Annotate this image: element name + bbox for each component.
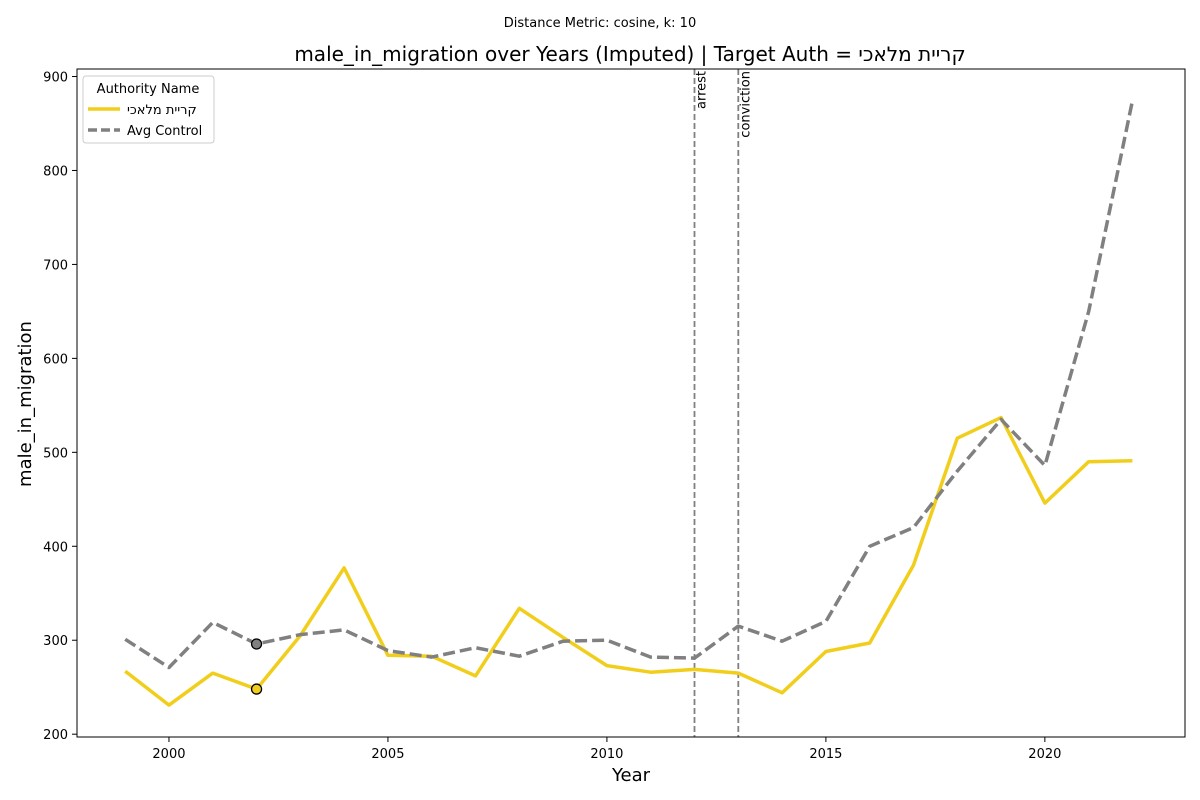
y-tick-label: 700 [43, 258, 68, 273]
chart-suptitle: Distance Metric: cosine, k: 10 [504, 16, 696, 31]
y-tick-label: 900 [43, 71, 68, 86]
x-tick-label: 2000 [152, 747, 185, 762]
series-line-avg-control [124, 100, 1135, 670]
legend: Authority Name קריית מלאכי Avg Control [82, 75, 215, 144]
x-axis-label: Year [611, 765, 651, 786]
legend-entry-target: קריית מלאכי [127, 103, 197, 118]
x-tick-label: 2020 [1028, 747, 1061, 762]
legend-title: Authority Name [97, 82, 200, 97]
plot-frame [76, 68, 1186, 738]
y-tick-label: 500 [43, 446, 68, 461]
series-line-target [124, 415, 1133, 707]
x-tick-label: 2010 [590, 747, 623, 762]
y-tick-label: 400 [43, 540, 68, 555]
y-tick-label: 600 [43, 352, 68, 367]
y-axis-label: male_in_migration [15, 321, 36, 487]
legend-box [82, 75, 215, 144]
marker-target-point [250, 683, 263, 695]
y-tick-label: 800 [43, 164, 68, 179]
y-tick-label: 300 [43, 634, 68, 649]
y-tick-label: 200 [43, 728, 68, 743]
chart-title: male_in_migration over Years (Imputed) |… [294, 42, 965, 66]
legend-entry-avg-control: Avg Control [127, 124, 202, 139]
event-label-conviction: conviction [738, 71, 753, 138]
x-tick-label: 2005 [371, 747, 404, 762]
marker-avg-control-point [250, 638, 263, 650]
y-axis: 200 300 400 500 600 700 800 900 [43, 71, 77, 743]
x-axis: 2000 2005 2010 2015 2020 [152, 737, 1061, 762]
event-label-arrest: arrest [695, 71, 710, 109]
x-tick-label: 2015 [809, 747, 842, 762]
plot-content: arrest conviction [124, 69, 1135, 737]
